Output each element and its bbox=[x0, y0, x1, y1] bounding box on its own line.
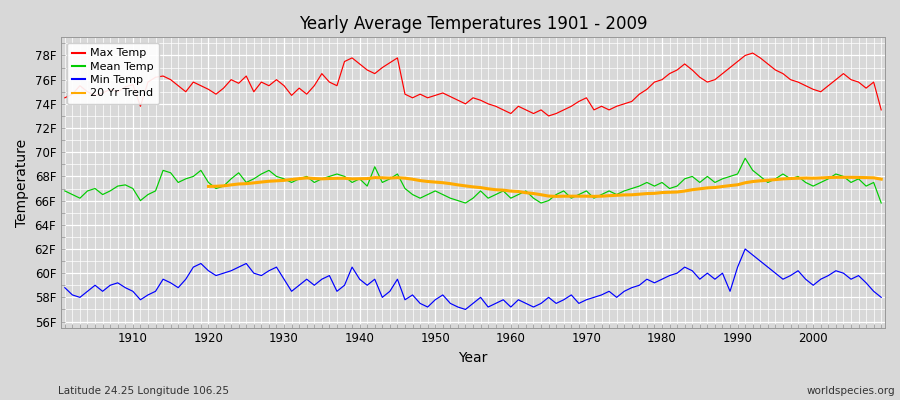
Text: Latitude 24.25 Longitude 106.25: Latitude 24.25 Longitude 106.25 bbox=[58, 386, 230, 396]
Title: Yearly Average Temperatures 1901 - 2009: Yearly Average Temperatures 1901 - 2009 bbox=[299, 15, 647, 33]
Y-axis label: Temperature: Temperature bbox=[15, 138, 29, 226]
X-axis label: Year: Year bbox=[458, 351, 488, 365]
Text: worldspecies.org: worldspecies.org bbox=[807, 386, 896, 396]
Legend: Max Temp, Mean Temp, Min Temp, 20 Yr Trend: Max Temp, Mean Temp, Min Temp, 20 Yr Tre… bbox=[67, 43, 159, 104]
